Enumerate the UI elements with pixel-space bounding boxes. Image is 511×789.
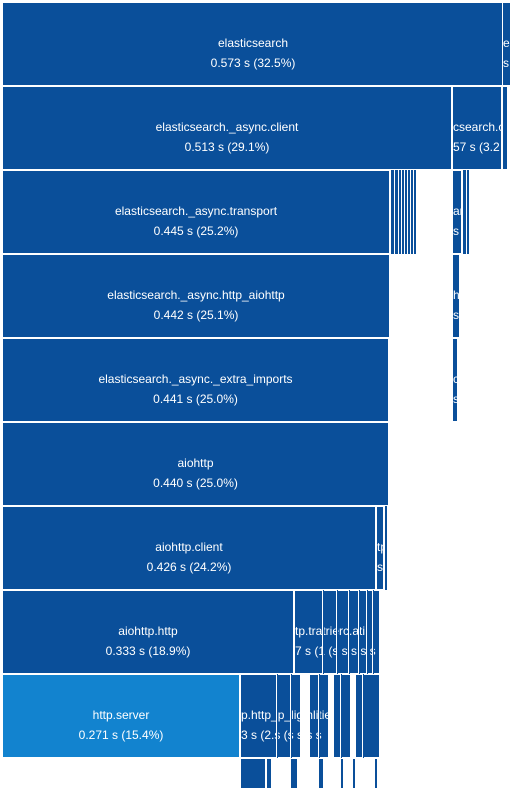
frame-sibling[interactable]: e s	[502, 2, 511, 86]
frame-name: aiohttp.http	[118, 624, 178, 638]
frame-tiny[interactable]	[394, 170, 398, 254]
frame-aiohttp-http[interactable]: aiohttp.http 0.333 s (18.9%)	[2, 590, 294, 674]
frame-divider	[348, 590, 350, 674]
frame-time: 0.445 s (25.2%)	[153, 224, 239, 238]
frame-elasticsearch-async-client[interactable]: elasticsearch._async.client 0.513 s (29.…	[2, 86, 452, 170]
frame-time: s	[453, 308, 459, 322]
frame-tiny[interactable]	[413, 170, 416, 254]
frame-name: aiohttp.client	[155, 540, 223, 554]
frame-tiny[interactable]	[384, 506, 387, 590]
frame-time: 7 s (1 (s s s s s	[295, 644, 376, 658]
frame-child[interactable]	[374, 758, 378, 789]
frame-name: tp.tratrierc.ati	[295, 624, 366, 638]
frame-name: h	[453, 288, 460, 302]
frame-divider	[372, 590, 374, 674]
frame-name: arch	[453, 204, 461, 218]
frame-child[interactable]	[290, 758, 298, 789]
frame-time: s	[377, 560, 383, 574]
frame-child[interactable]	[266, 758, 272, 789]
frame-tiny[interactable]	[401, 170, 404, 254]
frame-aiohttp-client[interactable]: aiohttp.client 0.426 s (24.2%)	[2, 506, 376, 590]
frame-divider	[322, 590, 324, 674]
frame-divider	[328, 674, 334, 758]
frame-name: elasticsearch._async.client	[155, 120, 299, 134]
frame-elasticsearch-async-extra-imports[interactable]: elasticsearch._async._extra_imports 0.44…	[2, 338, 389, 422]
frame-child[interactable]	[318, 758, 324, 789]
frame-elasticsearch-async-transport[interactable]: elasticsearch._async.transport 0.445 s (…	[2, 170, 390, 254]
frame-divider	[300, 674, 310, 758]
frame-http-server[interactable]: http.server 0.271 s (15.4%)	[2, 674, 240, 758]
frame-tiny[interactable]	[466, 170, 469, 254]
frame-elasticsearch[interactable]: elasticsearch 0.573 s (32.5%)	[2, 2, 504, 86]
frame-time: 0.513 s (29.1%)	[184, 140, 270, 154]
frame-divider	[362, 674, 364, 758]
frame-tiny[interactable]	[390, 170, 394, 254]
frame-name: elasticsearch._async.http_aiohttp	[107, 288, 285, 302]
frame-tiny[interactable]	[462, 170, 466, 254]
frame-time: 0.426 s (24.2%)	[146, 560, 232, 574]
frame-divider	[290, 674, 292, 758]
frame-divider	[366, 590, 368, 674]
frame-aiohttp[interactable]: aiohttp 0.440 s (25.0%)	[2, 422, 389, 506]
frame-time: 0.573 s (32.5%)	[210, 56, 296, 70]
frame-time: s	[453, 224, 459, 238]
frame-tiny[interactable]	[404, 170, 407, 254]
frame-time: 0.441 s (25.0%)	[153, 392, 238, 406]
frame-divider	[276, 674, 278, 758]
frame-name: p.http_p_ligmlitie	[241, 708, 332, 722]
frame-time: 0.271 s (15.4%)	[78, 728, 164, 742]
frame-divider	[336, 590, 338, 674]
frame-name: aiohttp	[177, 456, 214, 470]
frame-tiny[interactable]	[502, 86, 508, 170]
frame-name: tp	[377, 540, 383, 554]
frame-name: http.server	[92, 708, 150, 722]
frame-time: 57 s (3.2	[453, 140, 500, 154]
frame-name: elasticsearch._async._extra_imports	[98, 372, 293, 386]
frame-divider	[318, 674, 320, 758]
frame-child[interactable]	[240, 758, 266, 789]
frame-sibling[interactable]: h s	[452, 254, 460, 338]
frame-divider	[350, 674, 356, 758]
frame-elasticsearch-async-http-aiohttp[interactable]: elasticsearch._async.http_aiohttp 0.442 …	[2, 254, 390, 338]
frame-time: s	[503, 56, 509, 70]
frame-child[interactable]	[340, 758, 344, 789]
frame-divider	[340, 674, 342, 758]
frame-tiny[interactable]	[398, 170, 401, 254]
frame-time: 0.442 s (25.1%)	[153, 308, 239, 322]
frame-tiny[interactable]	[410, 170, 413, 254]
frame-sibling[interactable]: tp s	[376, 506, 384, 590]
frame-tiny[interactable]	[407, 170, 410, 254]
frame-child[interactable]	[352, 758, 356, 789]
frame-divider	[358, 590, 360, 674]
frame-sibling-group[interactable]: p.http_p_ligmlitie 3 s (2.s (s s s s	[240, 674, 380, 758]
frame-sibling[interactable]: c s	[452, 338, 458, 422]
frame-name: e	[503, 36, 510, 50]
frame-name: csearch.c	[453, 120, 502, 134]
frame-name: c	[453, 369, 457, 389]
frame-name: elasticsearch._async.transport	[114, 204, 278, 218]
frame-time: s	[453, 389, 457, 409]
frame-time: 0.440 s (25.0%)	[153, 476, 238, 490]
frame-time: 3 s (2.s (s s s s	[241, 728, 322, 742]
frame-time: 0.333 s (18.9%)	[105, 644, 191, 658]
frame-sibling[interactable]: arch s	[452, 170, 462, 254]
frame-name: elasticsearch	[217, 36, 289, 50]
frame-sibling[interactable]: csearch.c 57 s (3.2	[452, 86, 502, 170]
